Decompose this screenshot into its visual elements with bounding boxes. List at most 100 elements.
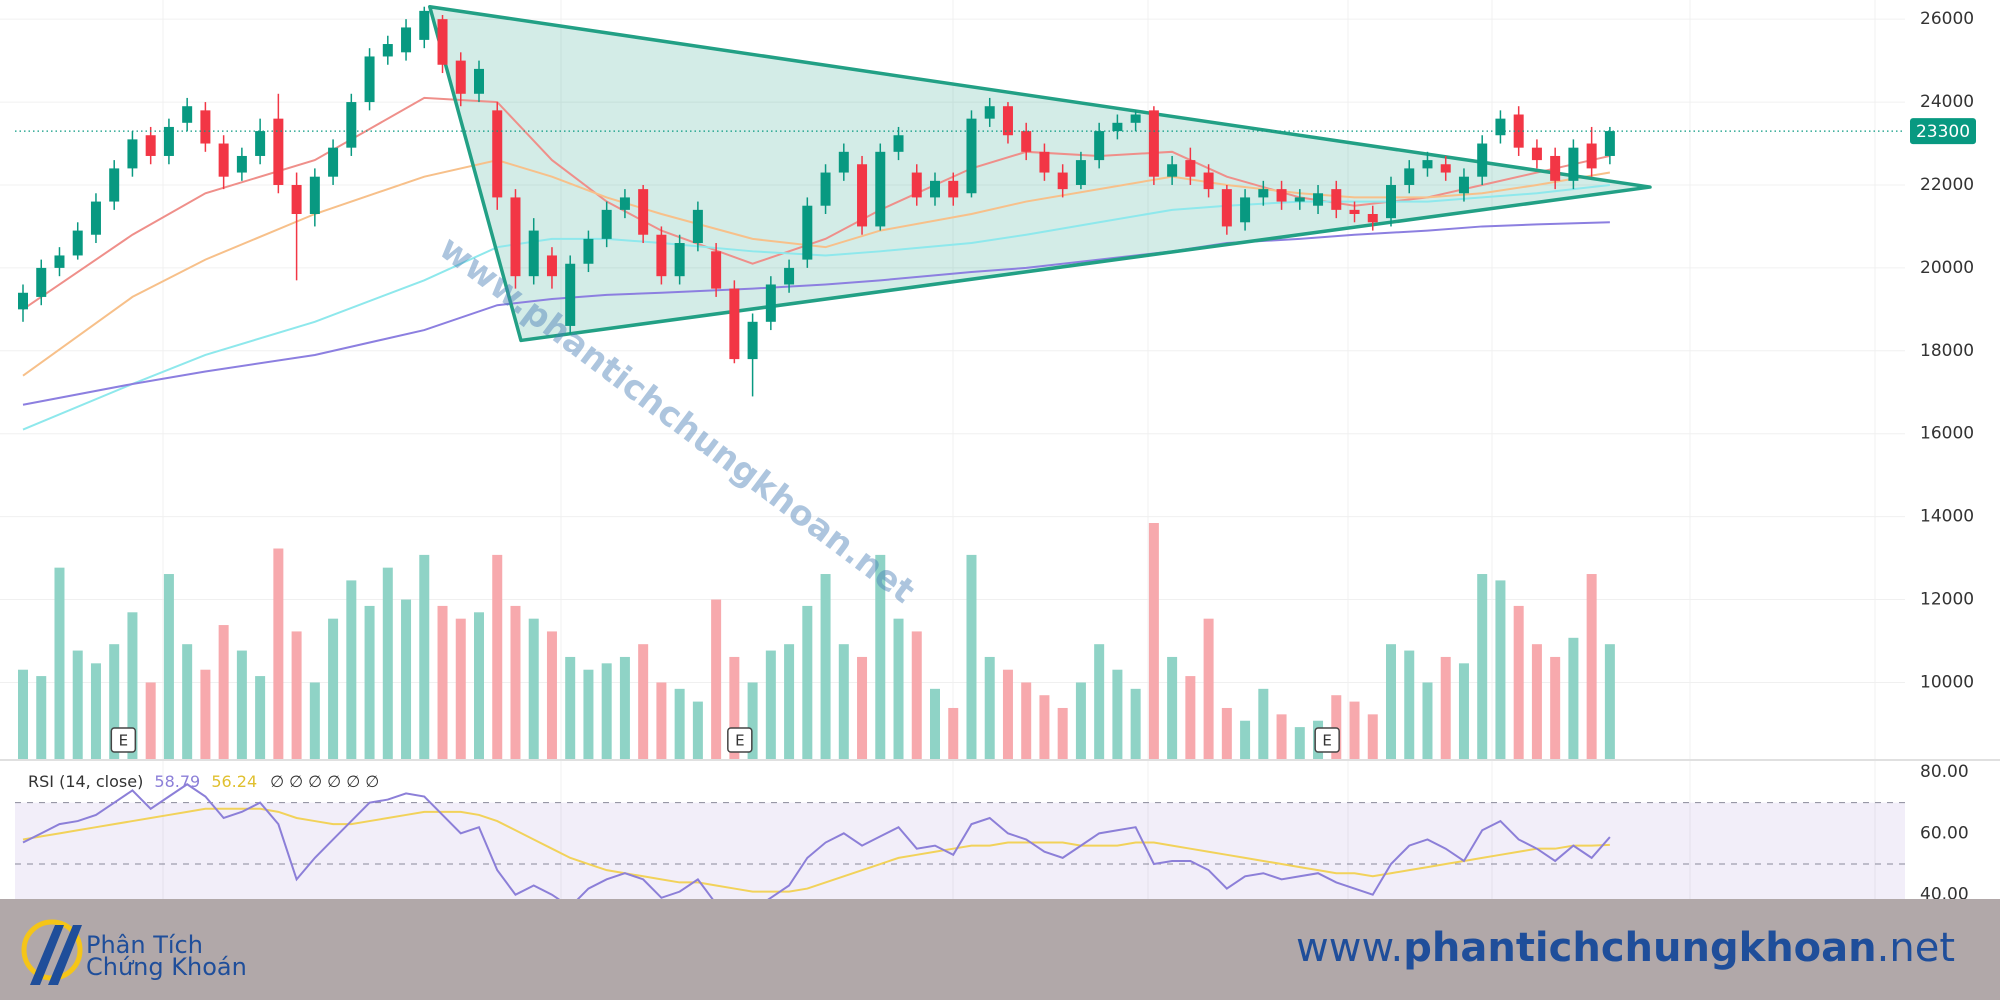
url-domain: phantichchungkhoan [1403, 925, 1876, 971]
rsi-legend-value: 58.79 [154, 772, 200, 791]
candle-body [1130, 114, 1141, 123]
candle-body [1477, 143, 1488, 177]
y-tick-label: 14000 [1920, 507, 1974, 527]
candle-body [765, 284, 776, 322]
volume-bar [163, 574, 174, 759]
volume-bar [54, 567, 65, 759]
candle-body [711, 251, 722, 289]
volume-bar [455, 618, 466, 759]
volume-bar [291, 631, 302, 759]
volume-bar [1440, 656, 1451, 759]
volume-bar [90, 663, 101, 759]
candle-body [674, 243, 685, 277]
volume-bar [1276, 714, 1287, 759]
candle-body [1276, 189, 1287, 202]
volume-bar [729, 656, 740, 759]
volume-bar [200, 669, 211, 759]
candle-body [1240, 197, 1251, 223]
volume-bar [1002, 669, 1013, 759]
volume-bar [583, 669, 594, 759]
candle-body [200, 110, 211, 144]
volume-bar [1221, 707, 1232, 759]
earnings-box [1314, 727, 1340, 753]
y-tick-label: 18000 [1920, 341, 1974, 361]
volume-bar [674, 688, 685, 759]
candle-body [291, 184, 302, 215]
footer: Phân Tích Chứng Khoán www.phantichchungk… [0, 899, 2000, 1000]
candle-body [1112, 122, 1123, 132]
earnings-label: E [735, 732, 744, 750]
volume-bar [145, 682, 156, 759]
volume-bar [419, 554, 430, 759]
axis-layer: 10000 12000 14000 16000 18000 20000 22000 24000… [0, 9, 2000, 761]
candle-body [528, 230, 539, 277]
candle-body [492, 110, 503, 198]
volume-bar [346, 580, 357, 759]
rsi-legend-ma: 56.24 [211, 772, 257, 791]
earnings-label: E [1322, 732, 1331, 750]
earnings-box [727, 727, 753, 753]
candle-body [1495, 118, 1506, 136]
last-price-box [1910, 118, 1976, 145]
volume-bar [1367, 714, 1378, 759]
candle-body [419, 10, 430, 40]
volume-bar [1039, 695, 1050, 759]
candle-body [109, 168, 120, 202]
volume-bar [1495, 580, 1506, 759]
volume-bar [474, 612, 484, 759]
volume-bar [1477, 574, 1488, 759]
volume-bar [1568, 637, 1579, 759]
candle-body [18, 292, 28, 310]
candle-body [838, 151, 849, 173]
volume-bar [838, 644, 849, 759]
candle-body [236, 155, 247, 173]
volume-bar [1422, 682, 1433, 759]
candle-body [1331, 189, 1342, 210]
volume-bar [492, 554, 503, 759]
candle-body [1604, 131, 1615, 156]
volume-bar [1185, 676, 1196, 759]
candle-body [1440, 164, 1451, 173]
volume-bar [1386, 644, 1396, 759]
footer-bg [0, 899, 2000, 1000]
volume-bar [875, 554, 886, 759]
candle-body [90, 201, 101, 235]
volume-bar [601, 663, 612, 759]
volume-bar [437, 605, 448, 759]
logo-line2: Chứng Khoán [86, 953, 247, 981]
volume-bar [857, 656, 868, 759]
volume-bar [510, 605, 521, 759]
candle-body [1586, 143, 1597, 169]
candle-body [1313, 193, 1324, 206]
volume-bar [784, 644, 795, 759]
volume-bar [1513, 605, 1524, 759]
volume-bar [364, 605, 375, 759]
volume-bar [911, 631, 922, 759]
volume-bar [1458, 663, 1469, 759]
candle-body [1458, 176, 1469, 194]
candle-body [510, 197, 521, 277]
triangle-outline-layer [428, 4, 1652, 343]
volume-bar [948, 707, 959, 759]
candle-body [1057, 172, 1068, 190]
volume-bar [546, 631, 557, 759]
candle-body [747, 321, 758, 360]
candle-body [1021, 131, 1032, 152]
volume-bar [619, 656, 630, 759]
volume-bar [109, 644, 120, 759]
rsi-legend: RSI (14, close) 58.79 56.24 ∅ ∅ ∅ ∅ ∅ ∅ [28, 772, 379, 791]
volume-bar [401, 599, 412, 759]
candle-body [601, 209, 612, 239]
volume-bar [18, 669, 28, 759]
candle-body [1550, 155, 1561, 181]
volume-bar [1258, 688, 1269, 759]
volume-bar [802, 605, 813, 759]
volume-bar [638, 644, 649, 759]
candle-body [54, 255, 65, 268]
volume-bar [1294, 727, 1305, 759]
volume-bar [893, 618, 904, 759]
candle-body [820, 172, 831, 206]
candle-body [401, 27, 412, 53]
volume-bar [1057, 707, 1068, 759]
